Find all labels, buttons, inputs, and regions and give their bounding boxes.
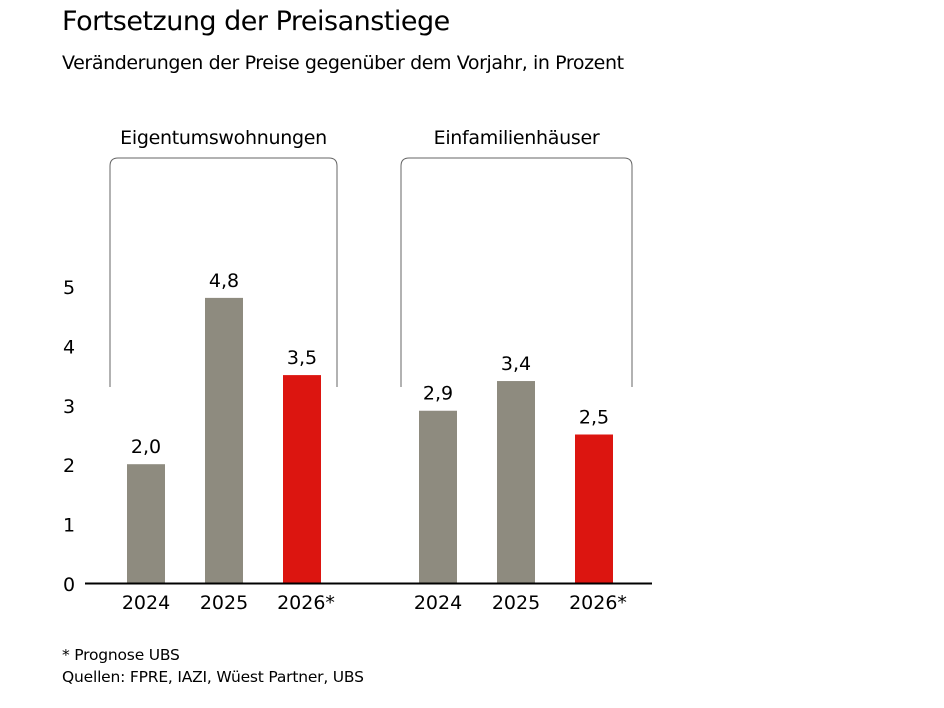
group-bracket (400, 157, 633, 387)
bar (205, 297, 243, 583)
x-tick-label: 2025 (492, 592, 540, 614)
data-label: 2,9 (423, 383, 453, 405)
data-label: 4,8 (209, 270, 239, 292)
y-tick-label: 5 (63, 277, 75, 299)
data-label: 3,5 (287, 347, 317, 369)
y-tick-label: 0 (63, 574, 75, 596)
chart-subtitle: Veränderungen der Preise gegenüber dem V… (62, 52, 624, 74)
bar (419, 410, 457, 583)
data-label: 2,0 (131, 436, 161, 458)
data-label: 3,4 (501, 353, 531, 375)
forecast-bar (283, 375, 321, 583)
group-label: Eigentumswohnungen (120, 127, 327, 149)
y-tick-label: 2 (63, 455, 75, 477)
bar (127, 464, 165, 583)
x-tick-label: 2026* (277, 592, 335, 614)
x-tick-label: 2024 (414, 592, 462, 614)
forecast-footnote: * Prognose UBS (62, 646, 180, 664)
x-tick-label: 2025 (200, 592, 248, 614)
x-tick-label: 2024 (122, 592, 170, 614)
bar (497, 381, 535, 583)
y-tick-label: 4 (63, 336, 75, 358)
group-bracket (109, 157, 338, 387)
x-tick-label: 2026* (569, 592, 627, 614)
y-tick-label: 3 (63, 396, 75, 418)
group-label: Einfamilienhäuser (434, 127, 600, 149)
forecast-bar (575, 434, 613, 583)
chart-title: Fortsetzung der Preisanstiege (62, 6, 450, 37)
sources-footnote: Quellen: FPRE, IAZI, Wüest Partner, UBS (62, 668, 364, 686)
y-tick-label: 1 (63, 515, 75, 537)
data-label: 2,5 (579, 407, 609, 429)
